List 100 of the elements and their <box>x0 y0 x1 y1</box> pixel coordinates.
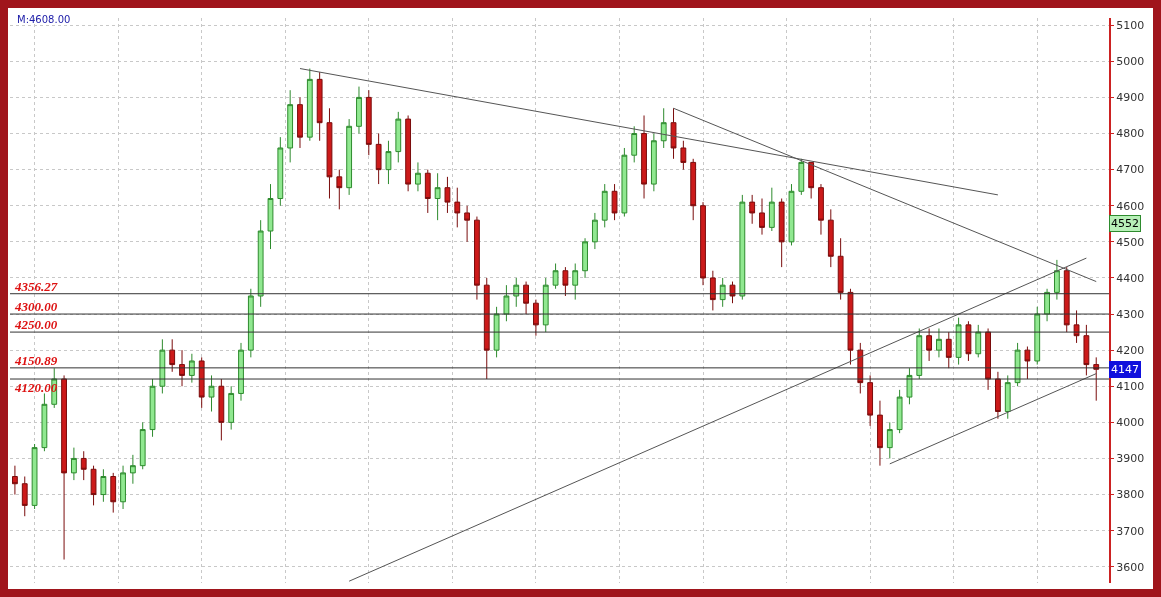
candlestick <box>454 187 461 228</box>
candlestick <box>287 89 294 163</box>
y-tick-label: 4700 <box>1116 163 1145 177</box>
candlestick <box>208 374 215 413</box>
candlestick <box>1034 306 1041 366</box>
candlestick <box>926 327 933 362</box>
candlestick <box>680 140 687 171</box>
candlestick <box>405 114 412 192</box>
ref-line-label: 4356.27 <box>14 279 58 294</box>
candlestick <box>100 468 107 503</box>
candlestick <box>582 237 588 279</box>
y-tick-label: 3900 <box>1116 452 1145 466</box>
candlestick <box>660 107 667 149</box>
candlestick <box>827 208 834 268</box>
candlestick <box>552 263 559 290</box>
candlestick <box>120 465 126 510</box>
candlestick <box>316 71 323 142</box>
candlestick <box>326 107 333 200</box>
candlestick <box>139 421 146 470</box>
y-tick-label: 4600 <box>1116 199 1145 213</box>
candlestick <box>1083 324 1090 376</box>
candlestick <box>729 281 736 304</box>
candlestick <box>739 194 746 301</box>
candlestick <box>503 284 510 322</box>
ref-line-label: 4250.00 <box>14 317 58 332</box>
candlestick <box>818 183 824 236</box>
candlestick <box>1004 374 1011 420</box>
y-tick-label: 4800 <box>1116 127 1145 141</box>
y-tick-label: 3700 <box>1116 524 1145 538</box>
candlestick <box>129 454 136 485</box>
candlestick <box>493 306 500 358</box>
candlestick <box>788 183 795 246</box>
candlestick <box>1053 259 1060 301</box>
candlestick <box>670 107 677 160</box>
candlestick <box>12 465 18 496</box>
candlestick <box>778 198 785 268</box>
annotation: 4552 <box>1111 217 1139 230</box>
candlestick <box>867 374 874 427</box>
candlestick <box>808 161 815 200</box>
candlestick <box>700 201 706 286</box>
y-tick-label: 4100 <box>1116 380 1145 394</box>
candlestick <box>533 299 539 337</box>
candlestick <box>611 183 618 221</box>
y-tick-label: 4000 <box>1116 416 1145 430</box>
y-tick-label: 4400 <box>1116 271 1145 285</box>
candlestick <box>90 465 97 506</box>
candlestick <box>277 136 284 207</box>
candlestick <box>267 183 274 250</box>
annotation: 4147 <box>1111 363 1139 376</box>
candlestick <box>1024 346 1031 380</box>
y-tick-label: 3600 <box>1116 560 1145 574</box>
candlestick <box>80 450 87 481</box>
candlestick <box>513 277 520 308</box>
candlestick <box>415 161 421 192</box>
y-tick-label: 4300 <box>1116 307 1145 321</box>
candlestick <box>542 277 549 333</box>
annotation: M:4608.00 <box>17 14 71 25</box>
ref-line-label: 4300.00 <box>14 299 58 314</box>
candlestick <box>257 219 264 308</box>
candlestick <box>247 288 254 358</box>
candlestick <box>955 317 962 366</box>
candlestick <box>375 133 382 185</box>
candlestick <box>650 133 657 192</box>
y-tick-label: 4900 <box>1116 91 1145 105</box>
candlestick <box>690 158 697 221</box>
candlestick <box>1044 288 1050 322</box>
candlestick <box>847 288 854 366</box>
candlestick <box>434 172 441 221</box>
candlestick <box>346 118 353 196</box>
candlestick <box>886 421 893 459</box>
candlestick <box>906 367 913 405</box>
candlestick <box>474 216 480 301</box>
candlestick <box>31 443 38 510</box>
candlestick <box>297 96 303 149</box>
candlestick <box>228 385 235 431</box>
y-tick-label: 5100 <box>1116 19 1145 33</box>
candlestick <box>336 169 343 210</box>
candlestick <box>985 327 991 391</box>
candlestick <box>768 187 775 232</box>
candlestick <box>965 320 972 362</box>
candlestick <box>709 270 716 311</box>
candlestick <box>877 400 883 467</box>
candlestick <box>159 338 166 394</box>
candlestick <box>218 378 225 441</box>
candlestick <box>896 389 903 434</box>
candlestick <box>641 114 647 200</box>
candlestick <box>306 68 313 142</box>
y-tick-label: 4500 <box>1116 235 1145 249</box>
candlestick <box>483 277 490 380</box>
y-tick-label: 3800 <box>1116 488 1145 502</box>
candlestick <box>591 212 598 250</box>
candlestick <box>238 342 244 402</box>
ref-line-label: 4150.89 <box>14 353 58 368</box>
candlestick <box>169 338 176 373</box>
candlestick <box>621 147 628 218</box>
candlestick <box>945 331 952 369</box>
candlestick <box>149 378 156 438</box>
candlestick <box>70 447 77 481</box>
candlestick <box>572 263 579 301</box>
candlestick <box>995 371 1001 420</box>
